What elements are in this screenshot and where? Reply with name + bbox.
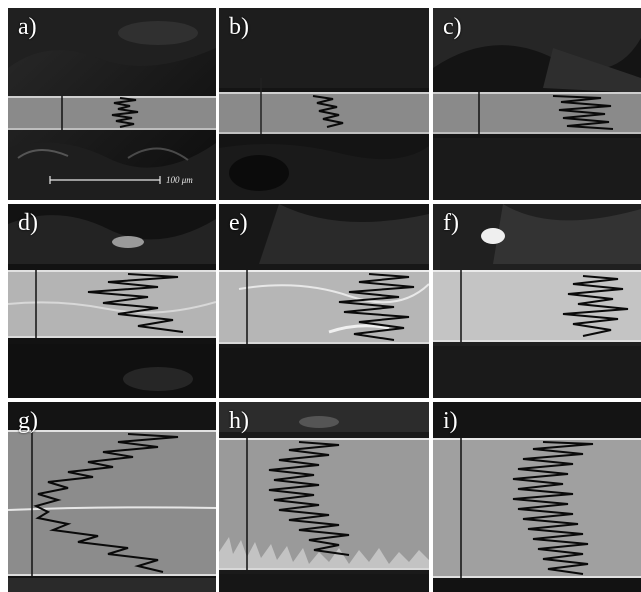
panel-f-image <box>433 204 641 398</box>
panel-b: b) <box>219 8 429 200</box>
panel-label-c: c) <box>443 14 462 40</box>
panel-h-image <box>219 402 429 592</box>
panel-h: h) <box>219 402 429 592</box>
panel-label-e: e) <box>229 210 248 236</box>
panel-e: e) <box>219 204 429 398</box>
panel-label-f: f) <box>443 210 459 236</box>
panel-b-image <box>219 8 429 200</box>
panel-g: g) <box>8 402 216 592</box>
panel-a: 100 μm a) <box>8 8 216 200</box>
panel-c-image <box>433 8 641 200</box>
panel-label-h: h) <box>229 408 249 434</box>
panel-d: d) <box>8 204 216 398</box>
panel-d-image <box>8 204 216 398</box>
panel-e-image <box>219 204 429 398</box>
panel-label-b: b) <box>229 14 249 40</box>
panel-label-d: d) <box>18 210 38 236</box>
panel-g-image <box>8 402 216 592</box>
panel-label-i: i) <box>443 408 458 434</box>
panel-label-a: a) <box>18 14 37 40</box>
panel-c: c) <box>433 8 641 200</box>
panel-f: f) <box>433 204 641 398</box>
panel-a-image: 100 μm <box>8 8 216 200</box>
scale-bar-label: 100 μm <box>166 175 193 185</box>
panel-label-g: g) <box>18 408 38 434</box>
panel-i-image <box>433 402 641 592</box>
panel-i: i) <box>433 402 641 592</box>
